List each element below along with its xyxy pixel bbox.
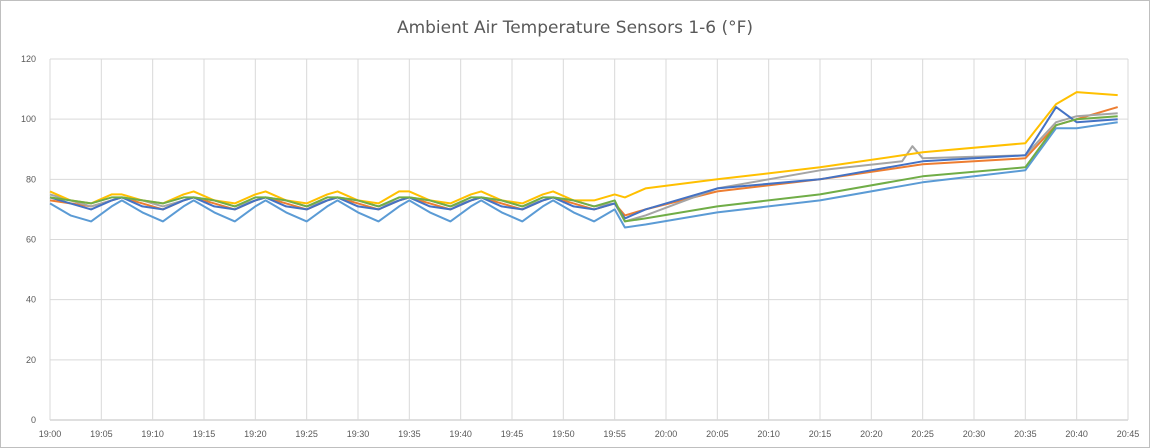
y-tick-label: 60 bbox=[26, 235, 36, 245]
x-tick-label: 19:10 bbox=[141, 429, 164, 439]
x-tick-label: 20:25 bbox=[911, 429, 934, 439]
x-tick-label: 19:40 bbox=[449, 429, 472, 439]
chart-title: Ambient Air Temperature Sensors 1-6 (°F) bbox=[396, 18, 754, 38]
series-line-1 bbox=[49, 121, 1118, 229]
y-tick-label: 20 bbox=[26, 355, 36, 365]
x-tick-label: 20:45 bbox=[1117, 429, 1140, 439]
series-line-6 bbox=[49, 115, 1118, 223]
x-tick-label: 19:00 bbox=[39, 429, 62, 439]
y-tick-label: 100 bbox=[21, 114, 36, 124]
x-tick-label: 19:20 bbox=[244, 429, 267, 439]
x-tick-label: 19:35 bbox=[398, 429, 421, 439]
x-tick-label: 20:10 bbox=[757, 429, 780, 439]
x-tick-label: 19:30 bbox=[347, 429, 370, 439]
x-tick-label: 20:40 bbox=[1065, 429, 1088, 439]
y-tick-label: 0 bbox=[31, 415, 36, 425]
y-tick-label: 80 bbox=[26, 174, 36, 184]
x-tick-label: 19:50 bbox=[552, 429, 575, 439]
y-tick-label: 120 bbox=[21, 54, 36, 64]
series-line-4 bbox=[49, 91, 1118, 205]
x-tick-label: 19:25 bbox=[295, 429, 318, 439]
x-tick-label: 20:20 bbox=[860, 429, 883, 439]
y-tick-label: 40 bbox=[26, 295, 36, 305]
x-tick-label: 20:05 bbox=[706, 429, 729, 439]
x-tick-label: 20:15 bbox=[809, 429, 832, 439]
x-tick-label: 19:05 bbox=[90, 429, 113, 439]
x-tick-label: 20:30 bbox=[963, 429, 986, 439]
x-tick-label: 19:15 bbox=[193, 429, 216, 439]
x-tick-label: 20:35 bbox=[1014, 429, 1037, 439]
x-tick-label: 20:00 bbox=[655, 429, 678, 439]
x-tick-label: 19:45 bbox=[501, 429, 524, 439]
x-tick-label: 19:55 bbox=[603, 429, 626, 439]
